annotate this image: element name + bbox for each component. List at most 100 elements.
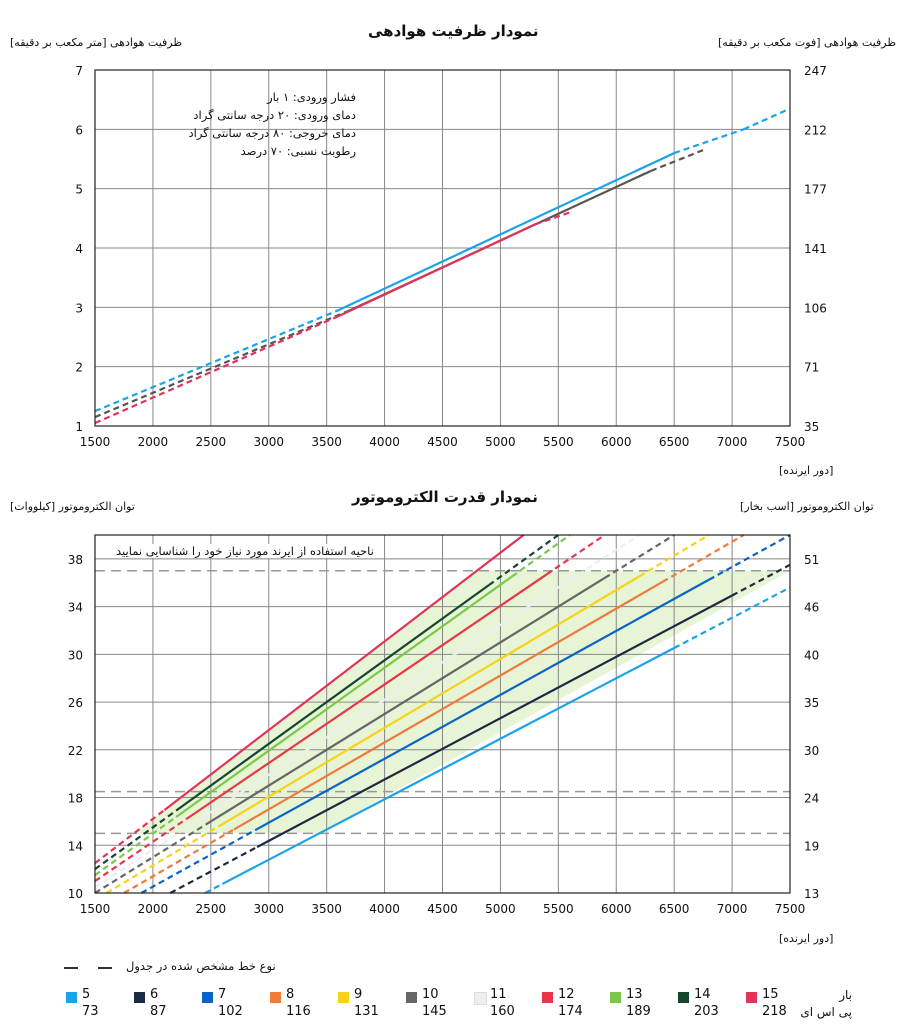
- bottom-series-6-dash-end: [731, 563, 791, 597]
- bottom-series-12-dash-start: [94, 817, 189, 882]
- top-conditions: فشار ورودی: ۱ بار دمای ورودی: ۲۰ درجه سا…: [168, 88, 357, 160]
- legend-swatch: [746, 992, 757, 1003]
- top-y2-tick-label: 71: [804, 361, 819, 375]
- bottom-series-13-solid: [175, 575, 513, 818]
- top-y2-tick-label: 177: [804, 183, 827, 197]
- top-left-axis-label: ظرفیت هوادهی [متر مکعب بر دقیقه]: [10, 36, 183, 49]
- legend-bar-value: 10: [422, 987, 439, 1002]
- condition-humidity: رطوبت نسبی: ۷۰ درصد: [240, 144, 356, 158]
- bottom-x-tick-label: 1500: [80, 902, 111, 916]
- bottom-series-9-dash-end: [638, 534, 710, 578]
- bottom-series-8-dash-end: [662, 534, 745, 583]
- top-y2-tick-label: 141: [804, 242, 827, 256]
- legend-swatch: [474, 992, 487, 1005]
- bottom-y-tick-label: 10: [68, 887, 83, 901]
- region-note: ناحیه استفاده از ایرند مورد نیاز خود را …: [112, 544, 378, 558]
- legend-bar-value: 15: [762, 987, 779, 1002]
- top-y2-tick-label: 247: [804, 64, 827, 78]
- top-series-555555-segment: [94, 309, 351, 419]
- bottom-y2-tick-label: 24: [804, 792, 819, 806]
- legend-row-bar: بار: [839, 988, 852, 1002]
- bottom-series-10-dash-end: [604, 534, 675, 579]
- bottom-series-15-dash-start: [94, 809, 166, 865]
- legend-psi-value: 145: [422, 1004, 447, 1019]
- legend-swatch: [542, 992, 553, 1003]
- legend-line-note: نوع خط مشخص شده در جدول: [126, 959, 276, 973]
- bottom-series-12-solid: [187, 573, 548, 820]
- bottom-y2-tick-label: 40: [804, 648, 819, 662]
- legend-psi-value: 102: [218, 1004, 243, 1019]
- legend-bar-value: 6: [150, 987, 159, 1002]
- bottom-series-12-dash-end: [546, 534, 606, 576]
- top-x-tick-label: 2000: [138, 435, 169, 449]
- bottom-x-tick-label: 4500: [427, 902, 458, 916]
- legend-bar-value: 14: [694, 987, 711, 1002]
- legend-psi-value: 131: [354, 1004, 379, 1019]
- legend-psi-value: 174: [558, 1004, 583, 1019]
- bottom-series-5-dash-end: [673, 586, 791, 649]
- bottom-y-tick-label: 14: [68, 839, 83, 853]
- top-series-e0345a-segment: [534, 211, 571, 226]
- bottom-series-11-solid: [198, 579, 571, 821]
- top-series-1aa3e8-segment: [743, 107, 791, 131]
- bottom-chart-title: نمودار قدرت الکتروموتور: [352, 488, 538, 506]
- bottom-series-14-dash-start: [94, 809, 177, 871]
- bottom-y-tick-label: 38: [68, 553, 83, 567]
- bottom-y-tick-label: 30: [68, 648, 83, 662]
- bottom-series-11-dash-start: [94, 818, 200, 888]
- bottom-x-tick-label: 2500: [196, 902, 227, 916]
- top-x-tick-label: 3000: [253, 435, 284, 449]
- bottom-x-tick-label: 5000: [485, 902, 516, 916]
- legend-psi-value: 73: [82, 1004, 99, 1019]
- bottom-series-6-solid: [256, 594, 733, 848]
- top-y-tick-label: 5: [75, 183, 83, 197]
- top-y-tick-label: 1: [75, 420, 83, 434]
- legend-swatch: [338, 992, 349, 1003]
- top-x-tick-label: 5500: [543, 435, 574, 449]
- legend-swatch: [678, 992, 689, 1003]
- top-series-e0345a-segment: [94, 315, 339, 425]
- bottom-series-13-dash-start: [94, 816, 177, 876]
- bottom-x-tick-label: 3500: [311, 902, 342, 916]
- bottom-series-5-dash-start: [204, 882, 223, 894]
- legend-bar-value: 7: [218, 987, 227, 1002]
- top-plot-frame: [94, 69, 791, 427]
- bottom-series-7-solid: [256, 578, 710, 831]
- legend: بار پی اس ای 5 73 6 87 7 102 8 116 9 131 10 145 11 16…: [0, 985, 900, 1030]
- legend-bar-value: 9: [354, 987, 363, 1002]
- top-y-tick-label: 4: [75, 242, 83, 256]
- bottom-series-9-dash-start: [106, 823, 223, 894]
- top-y-tick-label: 2: [75, 361, 83, 375]
- bottom-y-tick-label: 26: [68, 696, 83, 710]
- bottom-y2-tick-label: 13: [804, 887, 819, 901]
- top-x-tick-label: 6500: [659, 435, 690, 449]
- legend-psi-value: 203: [694, 1004, 719, 1019]
- legend-bar-value: 8: [286, 987, 295, 1002]
- bottom-series-9-solid: [221, 575, 640, 826]
- bottom-y-tick-label: 22: [68, 744, 83, 758]
- top-series-e0345a-segment: [337, 223, 536, 318]
- top-y2-tick-label: 106: [804, 301, 827, 315]
- legend-psi-value: 116: [286, 1004, 311, 1019]
- legend-swatch: [134, 992, 145, 1003]
- legend-bar-value: 11: [490, 987, 507, 1002]
- top-series-1aa3e8-segment: [673, 128, 745, 155]
- top-x-tick-label: 4500: [427, 435, 458, 449]
- condition-inlet-temp: دمای ورودی: ۲۰ درجه سانتی گراد: [193, 108, 356, 122]
- top-x-tick-label: 2500: [196, 435, 227, 449]
- bottom-x-tick-label: 5500: [543, 902, 574, 916]
- bottom-series-10-dash-start: [94, 820, 212, 894]
- bottom-y2-tick-label: 46: [804, 601, 819, 615]
- top-series-1aa3e8-segment: [337, 152, 675, 312]
- bottom-plot-frame: [94, 534, 791, 894]
- bottom-x-tick-label: 6500: [659, 902, 690, 916]
- bottom-series-14-dash-end: [488, 534, 559, 587]
- bottom-right-axis-label: توان الکتروموتور [اسب بخار]: [740, 500, 874, 513]
- bottom-x-tick-label: 7500: [775, 902, 806, 916]
- top-series-1aa3e8-segment: [94, 309, 339, 413]
- legend-psi-value: 189: [626, 1004, 651, 1019]
- top-y-tick-label: 7: [75, 64, 83, 78]
- bottom-y-tick-label: 18: [68, 792, 83, 806]
- legend-psi-value: 160: [490, 1004, 515, 1019]
